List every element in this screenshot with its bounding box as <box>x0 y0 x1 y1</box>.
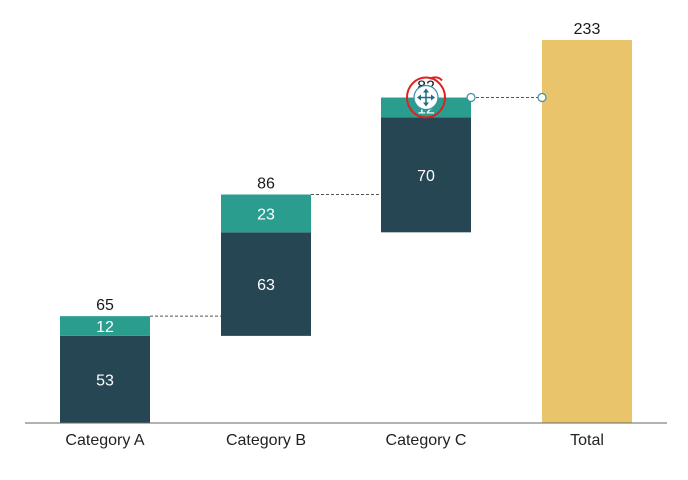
x-tick-label: Category B <box>226 432 306 449</box>
segment-value-label: 63 <box>257 277 275 294</box>
segment-value-label: 70 <box>417 168 435 185</box>
bar-segment-1-1 <box>60 335 150 423</box>
bar-total <box>542 40 632 423</box>
annotation-stroke <box>429 76 443 82</box>
segment-value-label: 53 <box>96 372 114 389</box>
bar-segment-2-1 <box>60 316 150 336</box>
bar-segment-2-2 <box>221 194 311 233</box>
total-value-label: 86 <box>257 176 275 193</box>
total-labels-group: 658682233 <box>96 21 600 314</box>
segment-value-label: 23 <box>257 206 275 223</box>
x-tick-labels-group: Category A Category B Category C Total <box>65 432 603 449</box>
x-tick-label: Category A <box>65 432 144 449</box>
bar-segment-1-3 <box>381 117 471 233</box>
bar-segment-1-2 <box>221 232 311 336</box>
x-tick-label: Category C <box>386 432 467 449</box>
x-tick-label: Total <box>570 432 604 449</box>
total-value-label: 65 <box>96 297 114 314</box>
move-handle-icon[interactable] <box>413 84 439 111</box>
annotation-circle <box>406 76 446 119</box>
total-value-label: 233 <box>574 21 601 38</box>
resize-handle-icon[interactable] <box>537 92 547 103</box>
connectors-group <box>150 97 542 317</box>
selection-overlay <box>406 76 547 119</box>
resize-handle-icon[interactable] <box>466 92 476 103</box>
segment-value-label: 12 <box>96 319 114 336</box>
